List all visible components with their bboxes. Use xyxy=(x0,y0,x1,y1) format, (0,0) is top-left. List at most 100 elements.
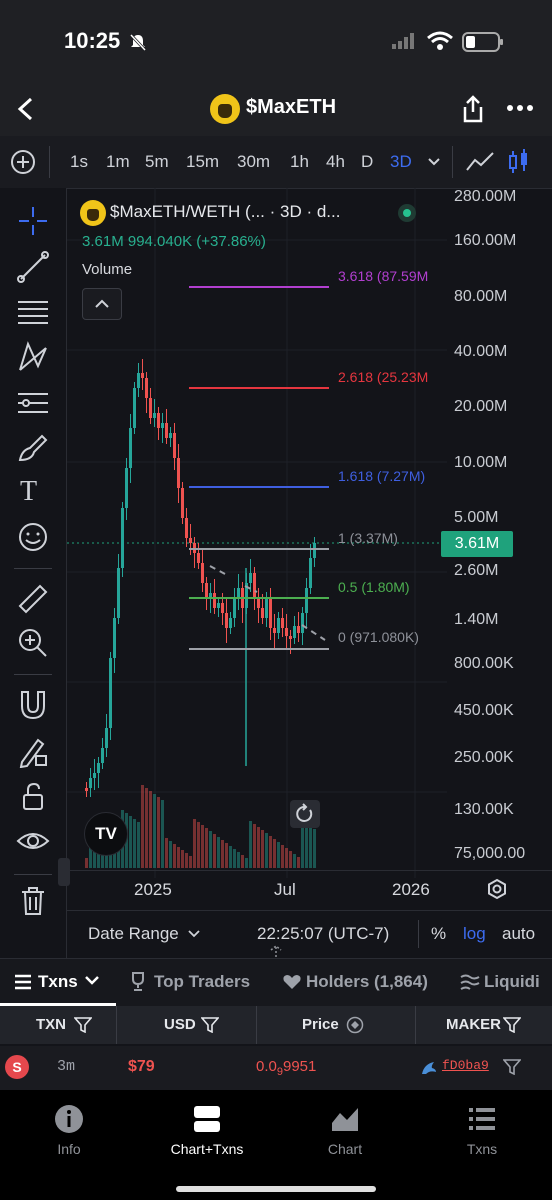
chevron-down-icon[interactable] xyxy=(84,975,100,987)
tf-1m[interactable]: 1m xyxy=(106,152,130,171)
volume-bar xyxy=(157,797,160,868)
volume-bar xyxy=(165,838,168,868)
volume-bar xyxy=(273,839,276,868)
tab-holders[interactable]: Holders (1,864) xyxy=(306,972,428,991)
nav-txns[interactable]: Txns xyxy=(436,1103,528,1157)
tf-1h[interactable]: 1h xyxy=(290,152,309,171)
nav-chart[interactable]: Chart xyxy=(299,1103,391,1157)
chart-area[interactable] xyxy=(67,188,552,958)
candle-body xyxy=(225,613,228,628)
tf-3d[interactable]: 3D xyxy=(390,152,412,171)
txn-age: 3m xyxy=(57,1058,76,1075)
volume-bar xyxy=(137,822,140,868)
tf-30m[interactable]: 30m xyxy=(237,152,271,171)
chart-settings-icon[interactable] xyxy=(486,878,508,900)
col-usd[interactable]: USD xyxy=(164,1016,196,1033)
candle-body xyxy=(233,598,236,618)
nav-chart-txns[interactable]: Chart+Txns xyxy=(161,1103,253,1157)
candle-body xyxy=(273,628,276,633)
tab-liquidity[interactable]: Liquidi xyxy=(484,972,540,991)
crosshair-icon[interactable] xyxy=(16,204,50,238)
log-toggle[interactable]: log xyxy=(463,924,486,943)
y-tick: 10.00M xyxy=(454,454,508,471)
ruler-icon[interactable] xyxy=(16,582,50,616)
tradingview-logo-icon[interactable]: TV xyxy=(84,812,128,856)
collapse-legend-button[interactable] xyxy=(82,288,122,320)
col-price[interactable]: Price xyxy=(302,1016,339,1033)
volume-bar xyxy=(309,826,312,868)
share-icon[interactable] xyxy=(460,94,486,124)
eye-icon[interactable] xyxy=(16,824,50,858)
filter-icon[interactable] xyxy=(201,1017,219,1033)
pattern-icon[interactable] xyxy=(16,340,50,374)
nav-info[interactable]: Info xyxy=(23,1103,115,1157)
tab-top-traders[interactable]: Top Traders xyxy=(154,972,251,991)
line-chart-icon[interactable] xyxy=(465,150,495,174)
candle-body xyxy=(133,388,136,428)
magnet-icon[interactable] xyxy=(16,688,50,722)
emoji-icon[interactable] xyxy=(16,520,50,554)
y-tick: 450.00K xyxy=(454,702,514,719)
filter-icon[interactable] xyxy=(503,1059,521,1075)
candle-body xyxy=(89,778,92,788)
nav-txns-label: Txns xyxy=(466,1141,498,1157)
back-icon[interactable] xyxy=(14,96,38,122)
reset-chart-button[interactable] xyxy=(290,800,320,828)
prediction-icon[interactable] xyxy=(16,386,50,420)
text-tool-icon[interactable]: T xyxy=(20,476,38,507)
volume-bar xyxy=(217,837,220,868)
signal-icon xyxy=(392,33,414,49)
col-txn[interactable]: TXN xyxy=(36,1016,66,1033)
price-settings-icon[interactable] xyxy=(346,1016,364,1034)
ohlc-legend: 3.61M 994.040K (+37.86%) xyxy=(82,233,266,250)
unlock-icon[interactable] xyxy=(16,780,50,814)
volume-bar xyxy=(261,830,264,868)
zoom-in-icon[interactable] xyxy=(16,626,50,660)
tf-15m[interactable]: 15m xyxy=(186,152,220,171)
fib-retracement-icon[interactable] xyxy=(16,296,50,330)
toolbar-collapse-handle[interactable] xyxy=(58,858,70,886)
candle-body xyxy=(85,788,88,791)
lock-drawing-icon[interactable] xyxy=(16,734,50,768)
price-main: 0.0 xyxy=(256,1058,277,1075)
symbol-legend[interactable]: $MaxETH/WETH (... · 3D · d... xyxy=(110,202,341,221)
volume-bar xyxy=(229,846,232,868)
tf-1s[interactable]: 1s xyxy=(70,152,88,171)
candle-body xyxy=(301,613,304,633)
date-range-button[interactable]: Date Range xyxy=(88,924,179,943)
nav-info-label: Info xyxy=(57,1141,81,1157)
chart-clock[interactable]: 22:25:07 (UTC-7) xyxy=(257,924,390,943)
filter-icon[interactable] xyxy=(503,1017,521,1033)
tf-4h[interactable]: 4h xyxy=(326,152,345,171)
candle-body xyxy=(113,618,116,658)
volume-legend[interactable]: Volume xyxy=(82,261,133,278)
percent-toggle[interactable]: % xyxy=(431,924,447,943)
tab-txns[interactable]: Txns xyxy=(38,972,78,991)
y-tick: 80.00M xyxy=(454,288,508,305)
fib-label-1: 1 (3.37M) xyxy=(338,530,398,546)
auto-toggle[interactable]: auto xyxy=(502,924,536,943)
add-indicator-icon[interactable] xyxy=(10,149,36,175)
brush-icon[interactable] xyxy=(16,432,50,466)
chevron-down-icon[interactable] xyxy=(187,929,201,939)
chart-txns-icon xyxy=(194,1106,220,1132)
candles-icon[interactable] xyxy=(507,148,531,176)
col-maker[interactable]: MAKER xyxy=(446,1016,501,1033)
tf-5m[interactable]: 5m xyxy=(145,152,169,171)
volume-bar xyxy=(213,834,216,868)
filter-icon[interactable] xyxy=(74,1017,92,1033)
candle-body xyxy=(165,423,168,438)
trash-icon[interactable] xyxy=(16,884,50,918)
candle-body xyxy=(313,543,316,558)
status-bar xyxy=(0,0,552,82)
more-icon[interactable] xyxy=(506,102,534,114)
chevron-down-icon[interactable] xyxy=(426,156,442,168)
tf-d[interactable]: D xyxy=(361,152,374,171)
y-tick: 800.00K xyxy=(454,655,514,672)
y-tick: 280.00M xyxy=(454,188,517,205)
table-header xyxy=(0,1006,552,1044)
maker-address[interactable]: fD0ba9 xyxy=(442,1058,489,1073)
table-row[interactable] xyxy=(0,1046,552,1090)
candle-body xyxy=(157,413,160,428)
trendline-icon[interactable] xyxy=(16,250,50,284)
